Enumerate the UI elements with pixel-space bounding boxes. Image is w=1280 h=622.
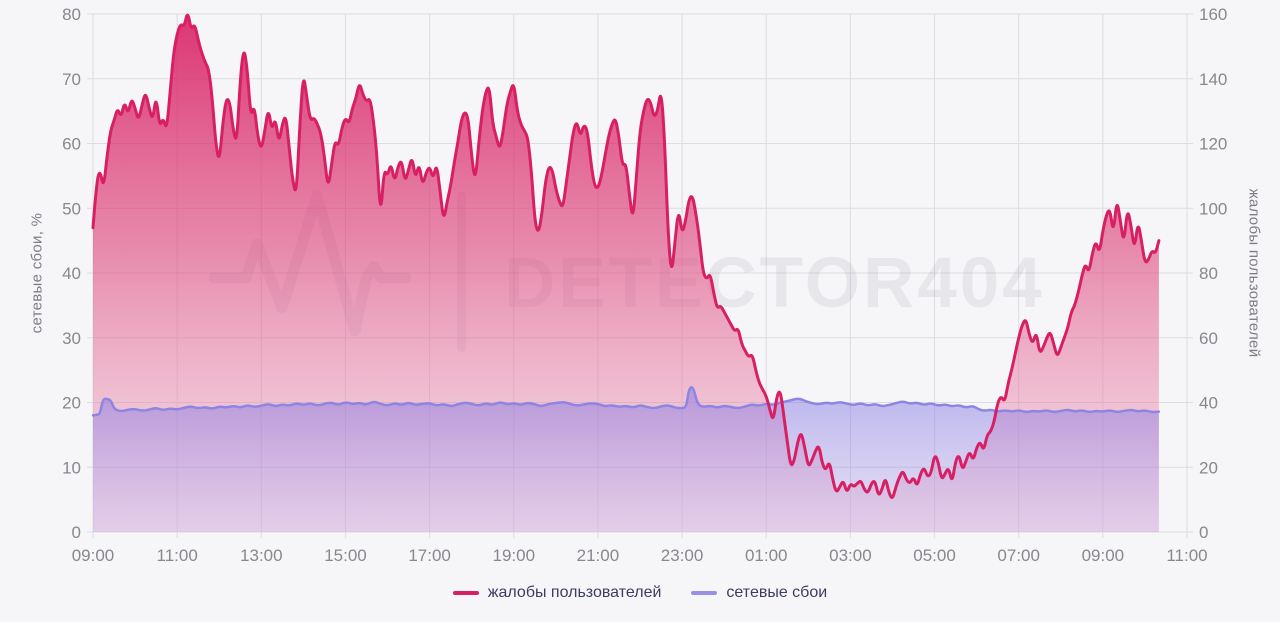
x-axis-tick-label: 17:00 <box>408 546 451 565</box>
x-axis-tick-label: 15:00 <box>324 546 367 565</box>
left-axis-title: сетевые сбои, % <box>28 212 46 334</box>
right-axis-tick-label: 60 <box>1199 329 1218 348</box>
x-axis-tick-label: 07:00 <box>997 546 1040 565</box>
legend-dash-failures <box>691 591 718 595</box>
legend-label-failures: сетевые сбои <box>726 584 828 601</box>
axis-tick-labels: 0 10 20 30 40 50 60 70 80 0 20 40 60 80 100 120 140 160 09… <box>62 5 1227 565</box>
right-axis-tick-label: 120 <box>1199 135 1227 154</box>
right-axis-tick-label: 0 <box>1199 523 1208 542</box>
left-axis-tick-label: 30 <box>62 329 81 348</box>
x-axis-tick-label: 11:00 <box>157 546 198 565</box>
right-axis-tick-label: 140 <box>1199 70 1227 89</box>
x-axis-tick-label: 09:00 <box>72 546 115 565</box>
x-axis-tick-label: 03:00 <box>829 546 872 565</box>
right-axis-title: жалобы пользователей <box>1245 188 1263 358</box>
left-axis-tick-label: 60 <box>62 135 81 154</box>
left-axis-tick-label: 70 <box>62 70 81 89</box>
x-axis-tick-label: 13:00 <box>240 546 283 565</box>
legend-dash-complaints <box>452 591 479 595</box>
left-axis-tick-label: 0 <box>72 523 81 542</box>
legend-item-complaints[interactable]: жалобы пользователей <box>452 584 662 602</box>
right-axis-tick-label: 160 <box>1199 5 1227 24</box>
left-axis-tick-label: 10 <box>62 458 81 477</box>
left-axis-tick-label: 80 <box>62 5 81 24</box>
x-axis-tick-label: 19:00 <box>492 546 535 565</box>
right-axis-tick-label: 20 <box>1199 458 1218 477</box>
x-axis-tick-label: 23:00 <box>661 546 704 565</box>
x-axis-tick-label: 09:00 <box>1082 546 1125 565</box>
right-axis-tick-label: 40 <box>1199 394 1218 413</box>
left-axis-tick-label: 50 <box>62 199 81 218</box>
failures-line <box>91 386 1161 417</box>
right-axis-tick-label: 100 <box>1199 199 1227 218</box>
left-axis-tick-label: 20 <box>62 394 81 413</box>
legend-item-failures[interactable]: сетевые сбои <box>691 584 827 602</box>
x-axis-tick-label: 11:00 <box>1166 546 1207 565</box>
legend: жалобы пользователей сетевые сбои <box>0 584 1280 602</box>
legend-label-complaints: жалобы пользователей <box>487 584 662 601</box>
left-axis-tick-label: 40 <box>62 264 81 283</box>
x-axis-tick-label: 21:00 <box>577 546 620 565</box>
x-axis-tick-label: 01:00 <box>745 546 788 565</box>
complaints-line <box>91 13 1161 499</box>
right-axis-tick-label: 80 <box>1199 264 1218 283</box>
series-areas[interactable] <box>91 13 1161 532</box>
x-axis-tick-label: 05:00 <box>913 546 956 565</box>
